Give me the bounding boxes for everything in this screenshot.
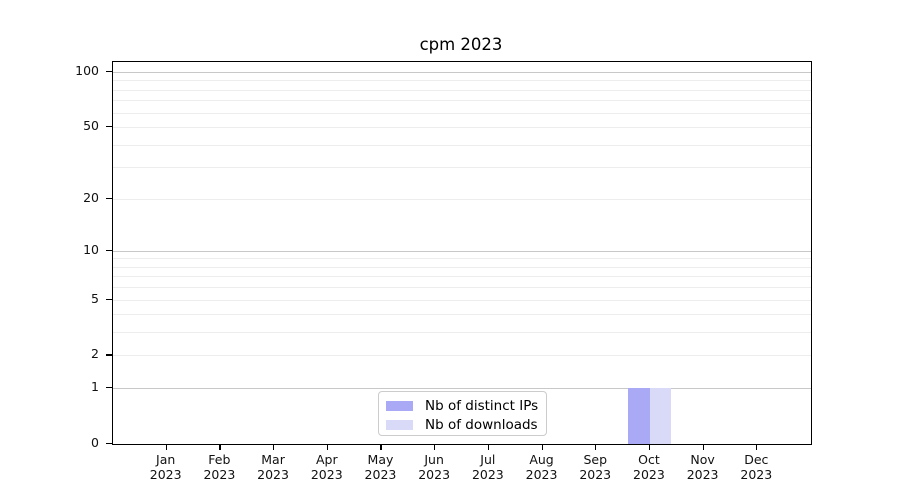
chart-title: cpm 2023 (419, 35, 503, 54)
y-tick (106, 197, 112, 199)
x-tick-label: Jun 2023 (403, 452, 465, 482)
y-tick-label: 100 (75, 63, 99, 78)
x-tick (219, 444, 221, 450)
minor-gridline (113, 299, 811, 301)
minor-gridline (113, 167, 811, 169)
x-tick-month: Jan (156, 452, 176, 467)
x-tick-month: Mar (261, 452, 285, 467)
minor-gridline (113, 314, 811, 316)
x-tick-month: Sep (583, 452, 607, 467)
major-gridline (113, 250, 811, 252)
x-tick-month: Jun (424, 452, 444, 467)
minor-gridline (113, 332, 811, 334)
x-tick-label: Aug 2023 (511, 452, 573, 482)
minor-gridline (113, 127, 811, 129)
legend-item: Nb of distinct IPs (386, 396, 538, 415)
x-tick-year: 2023 (257, 467, 289, 482)
minor-gridline (113, 266, 811, 268)
x-tick (326, 444, 328, 450)
y-tick (106, 387, 112, 389)
y-tick-label: 20 (83, 189, 99, 205)
x-tick-month: Nov (690, 452, 715, 467)
y-tick-label: 5 (91, 290, 99, 306)
x-tick (434, 444, 436, 450)
x-tick (756, 444, 758, 450)
x-tick-year: 2023 (310, 467, 343, 482)
y-tick-label: 50 (83, 118, 99, 134)
x-tick-year: 2023 (149, 467, 182, 482)
x-tick-label: Jul 2023 (457, 452, 519, 482)
x-tick-year: 2023 (364, 467, 397, 482)
major-gridline (113, 388, 811, 390)
x-tick (487, 444, 490, 450)
legend-label: Nb of downloads (425, 416, 538, 433)
x-tick-year: 2023 (579, 467, 612, 482)
x-tick-year: 2023 (686, 467, 719, 482)
y-tick-label: 0 (91, 435, 99, 450)
bar-downloads (649, 388, 672, 444)
x-tick-month: Dec (744, 452, 769, 467)
x-tick-month: Aug (529, 452, 554, 467)
x-tick-month: Apr (315, 452, 338, 467)
x-tick (541, 444, 543, 450)
x-tick (648, 444, 651, 450)
plot-area (112, 61, 812, 445)
y-tick-label: 1 (91, 379, 99, 395)
y-tick (106, 443, 112, 445)
x-tick-label: Dec 2023 (725, 452, 787, 482)
x-tick-year: 2023 (525, 467, 558, 482)
x-tick (595, 444, 597, 450)
x-tick-label: Apr 2023 (296, 452, 358, 482)
minor-gridline (113, 100, 811, 102)
x-tick-year: 2023 (471, 467, 504, 482)
y-tick (106, 249, 112, 251)
x-tick-label: Nov 2023 (672, 452, 734, 482)
y-tick (106, 126, 112, 128)
x-tick-year: 2023 (740, 467, 773, 482)
legend-label: Nb of distinct IPs (425, 397, 539, 414)
legend-item: Nb of downloads (386, 415, 538, 434)
x-tick (702, 444, 704, 450)
minor-gridline (113, 112, 811, 114)
x-tick-year: 2023 (203, 467, 236, 482)
x-tick-month: Oct (638, 452, 660, 467)
y-tick (106, 298, 112, 300)
x-tick (165, 444, 167, 450)
minor-gridline (113, 80, 811, 82)
minor-gridline (113, 287, 811, 289)
minor-gridline (113, 144, 811, 146)
major-gridline (113, 72, 811, 73)
minor-gridline (113, 258, 811, 260)
x-tick-label: May 2023 (349, 452, 411, 482)
y-tick-label: 2 (91, 346, 99, 362)
x-tick-month: Feb (208, 452, 231, 467)
x-tick-label: Jan 2023 (135, 452, 197, 482)
x-tick-label: Feb 2023 (188, 452, 250, 482)
legend-swatch (386, 419, 413, 430)
y-tick (106, 71, 112, 73)
x-tick-year: 2023 (418, 467, 451, 482)
y-tick-label: 10 (83, 241, 99, 257)
bar-distinct-ips (628, 388, 650, 444)
x-tick (273, 444, 275, 450)
minor-gridline (113, 89, 811, 91)
x-tick-label: Sep 2023 (564, 452, 626, 482)
minor-gridline (113, 198, 811, 200)
x-tick-month: Jul (480, 452, 496, 467)
x-tick-label: Mar 2023 (242, 452, 304, 482)
x-tick-year: 2023 (633, 467, 665, 482)
minor-gridline (113, 355, 811, 357)
x-tick (380, 444, 382, 450)
x-tick-label: Oct 2023 (618, 452, 680, 482)
legend-swatch (386, 400, 413, 411)
x-tick-month: May (367, 452, 394, 467)
minor-gridline (113, 276, 811, 278)
y-tick (106, 354, 112, 356)
legend: Nb of distinct IPs Nb of downloads (378, 391, 547, 436)
